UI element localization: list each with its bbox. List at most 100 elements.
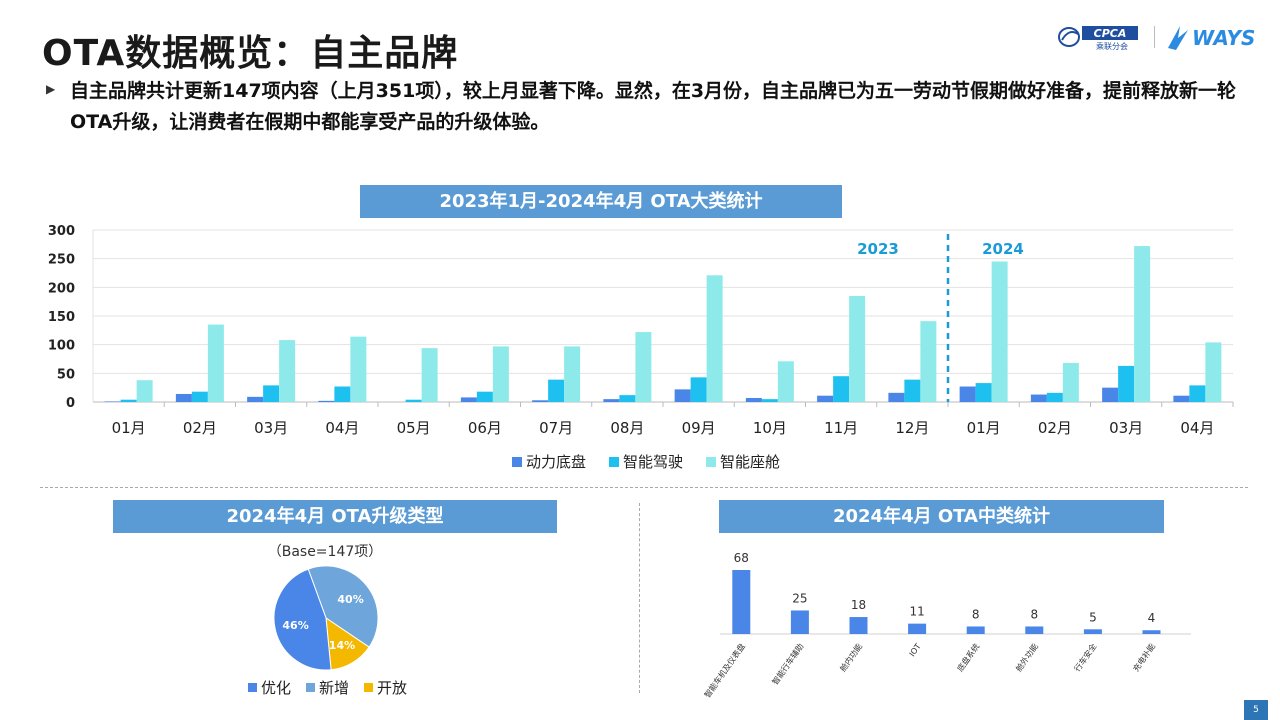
bar-智能驾驶 [1189,385,1206,402]
bar-动力底盘 [175,393,192,402]
x-tick-label: 05月 [397,419,431,437]
sub-bar [790,610,809,634]
bar-智能座舱 [492,346,509,402]
bar-智能座舱 [1205,342,1222,402]
sub-category-label: 舱内功能 [838,641,865,673]
sub-bar [966,626,985,634]
bullet-icon: ▶ [46,82,56,96]
sub-category-label: 智能车机及仪表盘 [702,641,747,699]
pie-slice-label: 46% [282,619,308,632]
x-tick-label: 04月 [1180,419,1214,437]
ways-logo-text: WAYS [1192,26,1255,50]
bar-动力底盘 [745,397,762,402]
bar-动力底盘 [318,400,335,402]
sub-bar [908,623,927,634]
sub-category-label: 行车安全 [1072,641,1099,673]
year-label-2023: 2023 [857,240,899,258]
ota-subcategory-bar-chart: 68 智能车机及仪表盘 25 智能行车辅助 18 舱内功能 11 IOT 8 底盘系统 8 舱外功能 5… [702,551,1191,700]
bar-智能驾驶 [690,377,707,402]
ways-logo: WAYS [1168,26,1255,50]
x-tick-label: 09月 [682,419,716,437]
page-title: OTA数据概览：自主品牌 [42,33,459,74]
x-tick-label: 01月 [112,419,146,437]
bar-动力底盘 [532,400,549,402]
bar-智能座舱 [849,295,866,402]
legend-label: 智能座舱 [720,453,780,471]
x-tick-label: 08月 [610,419,644,437]
bar-智能座舱 [564,346,581,402]
bar-智能驾驶 [619,395,636,402]
bar-动力底盘 [603,399,620,402]
y-tick-label: 250 [48,253,75,268]
bar-动力底盘 [104,401,121,402]
pie-legend-swatch [306,683,315,692]
pie-chart-banner: 2024年4月 OTA升级类型 [113,500,557,533]
bar-动力底盘 [1173,395,1190,402]
sub-bar-value-label: 4 [1148,611,1156,625]
logo-area: CPCA 乘联分会 WAYS [1058,22,1268,52]
bar-智能驾驶 [1046,392,1063,402]
sub-bar-value-label: 8 [1030,607,1038,621]
bar-chart-banner: 2023年1月-2024年4月 OTA大类统计 [360,185,842,218]
x-tick-label: 02月 [183,419,217,437]
x-tick-label: 01月 [967,419,1001,437]
x-tick-label: 07月 [539,419,573,437]
pie-slice-优化 [273,568,332,671]
bar-智能驾驶 [975,383,992,402]
bar-智能驾驶 [191,391,208,402]
y-tick-label: 300 [48,224,75,239]
bar-智能驾驶 [833,376,850,402]
cpca-logo: CPCA 乘联分会 [1058,26,1138,50]
sub-bar [849,617,868,634]
sub-bar [1025,626,1044,634]
sub-bar-value-label: 11 [909,605,924,619]
legend-swatch [609,457,619,467]
bar-智能驾驶 [476,391,493,402]
sub-bar-value-label: 25 [792,591,807,605]
sub-chart-banner: 2024年4月 OTA中类统计 [719,500,1164,533]
bar-智能驾驶 [120,399,137,402]
x-tick-label: 02月 [1038,419,1072,437]
legend-swatch [512,457,522,467]
cpca-logo-subtext: 乘联分会 [1096,41,1128,50]
section-divider-vertical [639,503,640,693]
bar-智能驾驶 [263,385,280,402]
x-tick-label: 11月 [824,419,858,437]
bar-智能驾驶 [548,379,565,402]
ota-upgrade-type-pie-chart: 40% 14% 46% 优化 新增 开放 [248,565,407,697]
sub-category-label: 舱外功能 [1013,641,1040,673]
sub-bar [732,570,751,634]
ota-category-bar-chart: 0 50 100 150 200 250 300 01月 02月 03月 04月 05月 06月 07月 0… [48,224,1234,471]
pie-base-label: （Base=147项） [267,544,383,560]
x-tick-label: 06月 [468,419,502,437]
sub-bar-value-label: 8 [972,607,980,621]
sub-bar-value-label: 18 [851,598,866,612]
x-tick-label: 12月 [895,419,929,437]
logo-separator [1154,26,1155,48]
section-divider-horizontal [40,487,1248,488]
bar-智能驾驶 [1118,365,1135,402]
bar-智能座舱 [1062,363,1079,402]
sub-category-label: 底盘系统 [955,641,982,673]
page-number: 5 [1244,700,1268,720]
x-tick-label: 03月 [1109,419,1143,437]
bar-智能座舱 [777,361,794,402]
sub-category-label: 充电补能 [1131,641,1158,673]
bar-动力底盘 [1030,394,1047,402]
sub-category-label: IOT [908,642,923,658]
sub-bar-value-label: 5 [1089,610,1097,624]
bar-智能座舱 [421,348,438,402]
legend-label: 动力底盘 [526,453,586,471]
bar-动力底盘 [674,389,691,402]
summary-text: 自主品牌共计更新147项内容（上月351项），较上月显著下降。显然，在3月份，自… [70,80,1237,133]
y-tick-label: 100 [48,339,75,354]
y-tick-label: 200 [48,281,75,296]
bar-智能驾驶 [904,379,921,402]
bar-智能座舱 [920,321,937,402]
bar-智能驾驶 [405,399,422,402]
legend-label: 智能驾驶 [623,453,683,471]
sub-bar [1083,629,1102,634]
sub-bar [1142,630,1161,634]
x-tick-label: 04月 [325,419,359,437]
pie-legend-label: 开放 [377,679,407,697]
